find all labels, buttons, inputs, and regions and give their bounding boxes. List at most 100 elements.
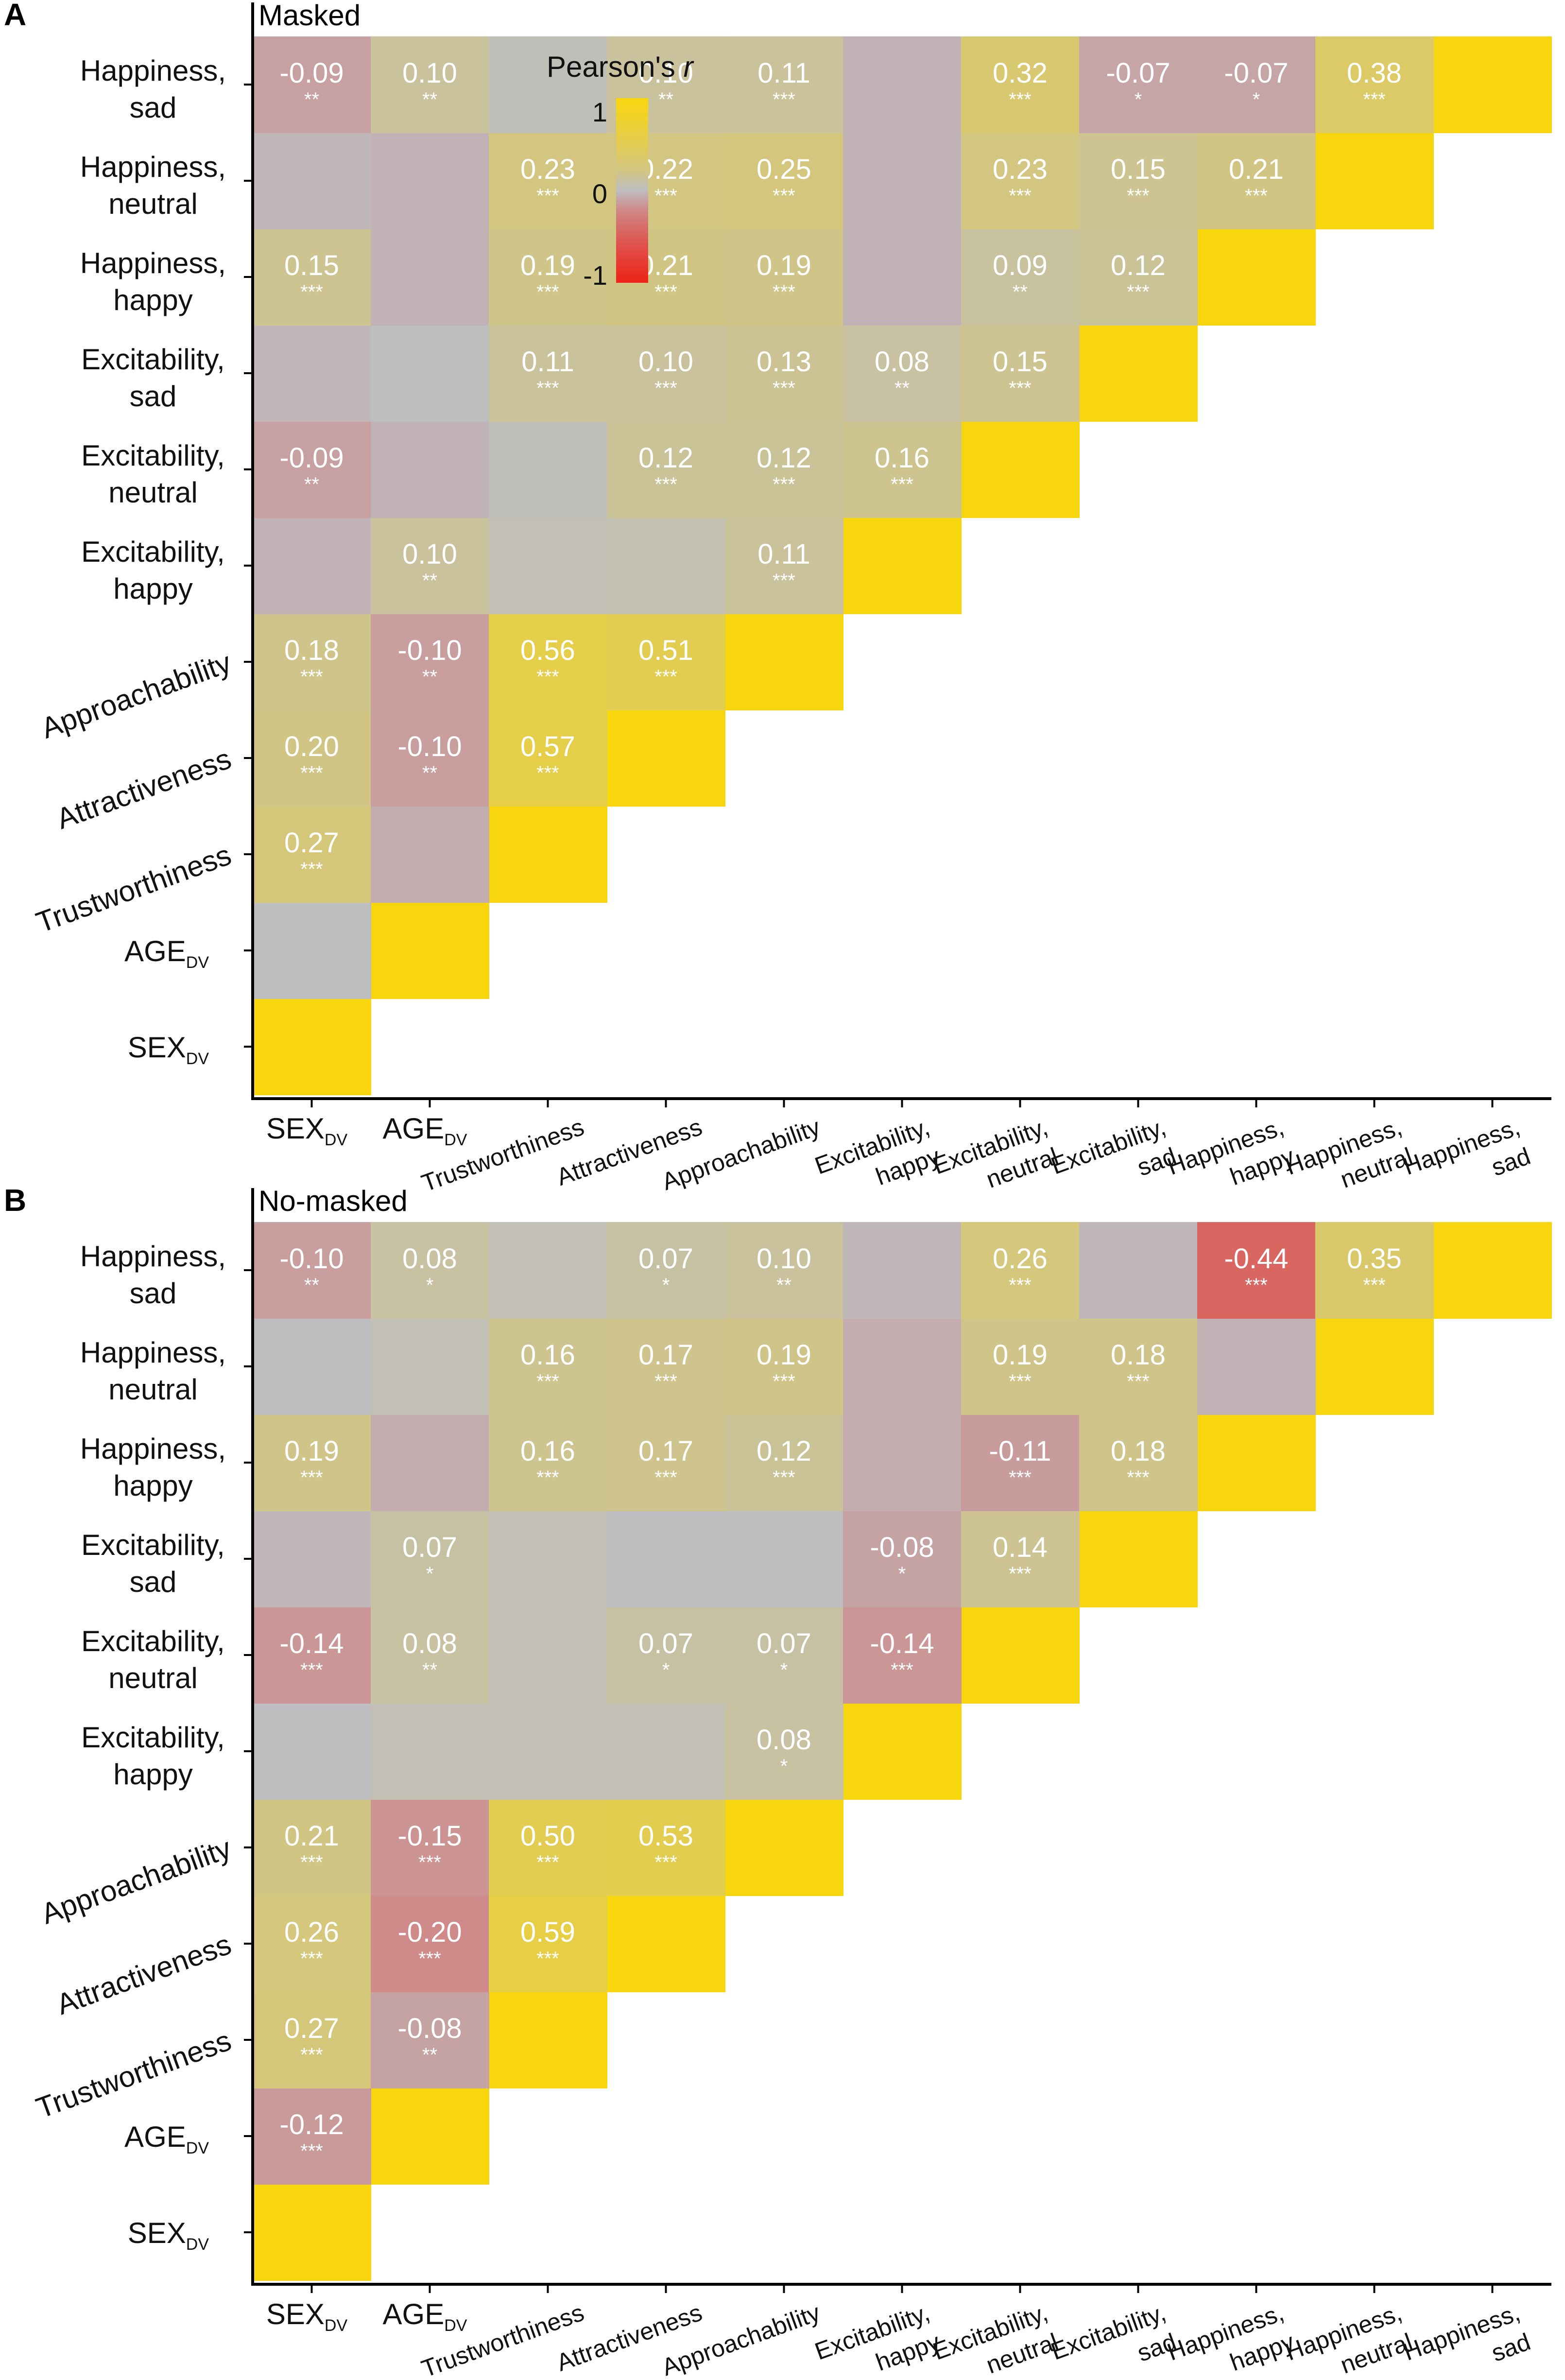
diagonal-cell [607,1896,725,1992]
cell-value-label: -0.10 [397,731,462,762]
significance-stars: *** [418,1852,441,1873]
significance-stars: *** [1009,378,1032,399]
significance-stars: *** [654,378,677,399]
cell-value-label: 0.08 [402,1628,457,1659]
correlation-cell [253,710,371,807]
correlation-cell [1079,133,1198,229]
y-label-attractiveness: Attractiveness [52,1928,235,2021]
correlation-cell [607,1607,725,1704]
diagonal-cell [253,999,371,1095]
panel-title: Masked [258,0,361,32]
correlation-cell [371,1511,489,1607]
cell-value-label: -0.14 [279,1628,344,1659]
significance-stars: * [1253,89,1260,110]
significance-stars: *** [536,1948,559,1969]
significance-stars: *** [300,2044,323,2066]
cell-value-label: 0.23 [520,154,575,185]
cell-value-label: 0.53 [638,1820,693,1852]
y-label-attractiveness: Attractiveness [52,742,235,835]
significance-stars: ** [776,1275,791,1296]
significance-stars: * [426,1563,434,1585]
cell-value-label: 0.12 [1111,250,1166,281]
panel-title: No-masked [258,1185,408,1217]
correlation-cell [725,1222,843,1319]
y-label-age-dv: AGEDV [124,2121,209,2157]
significance-stars: ** [422,666,437,688]
correlation-cell [725,229,843,326]
correlation-cell [725,1703,843,1800]
diagonal-cell [1079,325,1198,422]
correlation-cell [253,517,371,614]
correlation-cell [843,1222,962,1319]
correlation-cell [607,517,725,614]
diagonal-cell [1197,229,1316,326]
correlation-cell [489,1799,607,1896]
cell-value-label: 0.17 [638,1339,693,1371]
cell-value-label: 0.23 [993,154,1048,185]
y-label-trustworthiness: Trustworthiness [32,2024,236,2124]
heatmap-panel-b: B No-masked-0.12***0.27***-0.08**0.26***-… [4,1183,1552,2380]
diagonal-cell [607,710,725,807]
cell-value-label: -0.08 [397,2013,462,2044]
cell-value-label: 0.13 [757,346,811,378]
correlation-cell [489,1607,607,1704]
x-label-happiness-happy: Happiness,happy [1164,1113,1298,1209]
correlation-cell [489,36,607,133]
heatmap-panel-a: A Masked0.27***0.20***-0.10**0.57***0.18*… [4,0,1552,1209]
y-label-trustworthiness: Trustworthiness [32,838,236,939]
significance-stars: *** [1127,281,1150,303]
cell-value-label: 0.11 [757,538,810,570]
y-label-happiness-neutral: Happiness, neutral [80,1336,226,1406]
x-label-happiness-happy: Happiness,happy [1164,2299,1298,2380]
significance-stars: *** [654,1467,677,1488]
significance-stars: *** [654,666,677,688]
cell-value-label: -0.10 [397,635,462,666]
correlation-cell [253,1703,371,1800]
correlation-cell [607,1511,725,1607]
correlation-cell [961,229,1080,326]
cell-value-label: 0.21 [284,1820,339,1852]
correlation-cell [371,1318,489,1415]
correlation-cell [961,36,1080,133]
significance-stars: * [426,1275,434,1296]
correlation-cell [1079,229,1198,326]
significance-stars: ** [422,570,437,591]
significance-stars: ** [422,89,437,110]
correlation-cell [1197,133,1316,229]
correlation-cell [253,421,371,518]
cell-value-label: 0.25 [757,154,811,185]
significance-stars: *** [1009,1275,1032,1296]
correlation-cell [725,1318,843,1415]
significance-stars: *** [536,666,559,688]
legend-tick-label: 1 [592,97,607,127]
correlation-cell [371,614,489,710]
y-label-excitability-neutral: Excitability, neutral [81,439,225,509]
diagonal-cell [1433,36,1552,133]
correlation-cell [253,36,371,133]
cell-value-label: -0.09 [279,442,344,474]
cell-value-label: 0.16 [875,442,929,474]
cell-value-label: -0.20 [397,1916,462,1948]
significance-stars: ** [658,89,673,110]
correlation-cell [371,1896,489,1992]
correlation-cell [961,1414,1080,1511]
correlation-cell [961,325,1080,422]
significance-stars: *** [536,378,559,399]
cell-value-label: 0.11 [757,57,810,89]
correlation-cell [371,517,489,614]
correlation-cell [843,325,962,422]
correlation-cell [725,1414,843,1511]
cell-value-label: 0.17 [638,1435,693,1467]
correlation-cell [489,517,607,614]
significance-stars: *** [1127,1371,1150,1392]
correlation-cell [253,1799,371,1896]
correlation-cell [843,1414,962,1511]
correlation-cell [253,229,371,326]
significance-stars: * [898,1563,906,1585]
significance-stars: ** [1013,281,1028,303]
significance-stars: *** [1127,185,1150,207]
x-label-sex-dv: SEXDV [266,1112,348,1149]
correlation-cell [371,1222,489,1319]
significance-stars: *** [300,1467,323,1488]
cell-value-label: -0.44 [1224,1243,1288,1275]
